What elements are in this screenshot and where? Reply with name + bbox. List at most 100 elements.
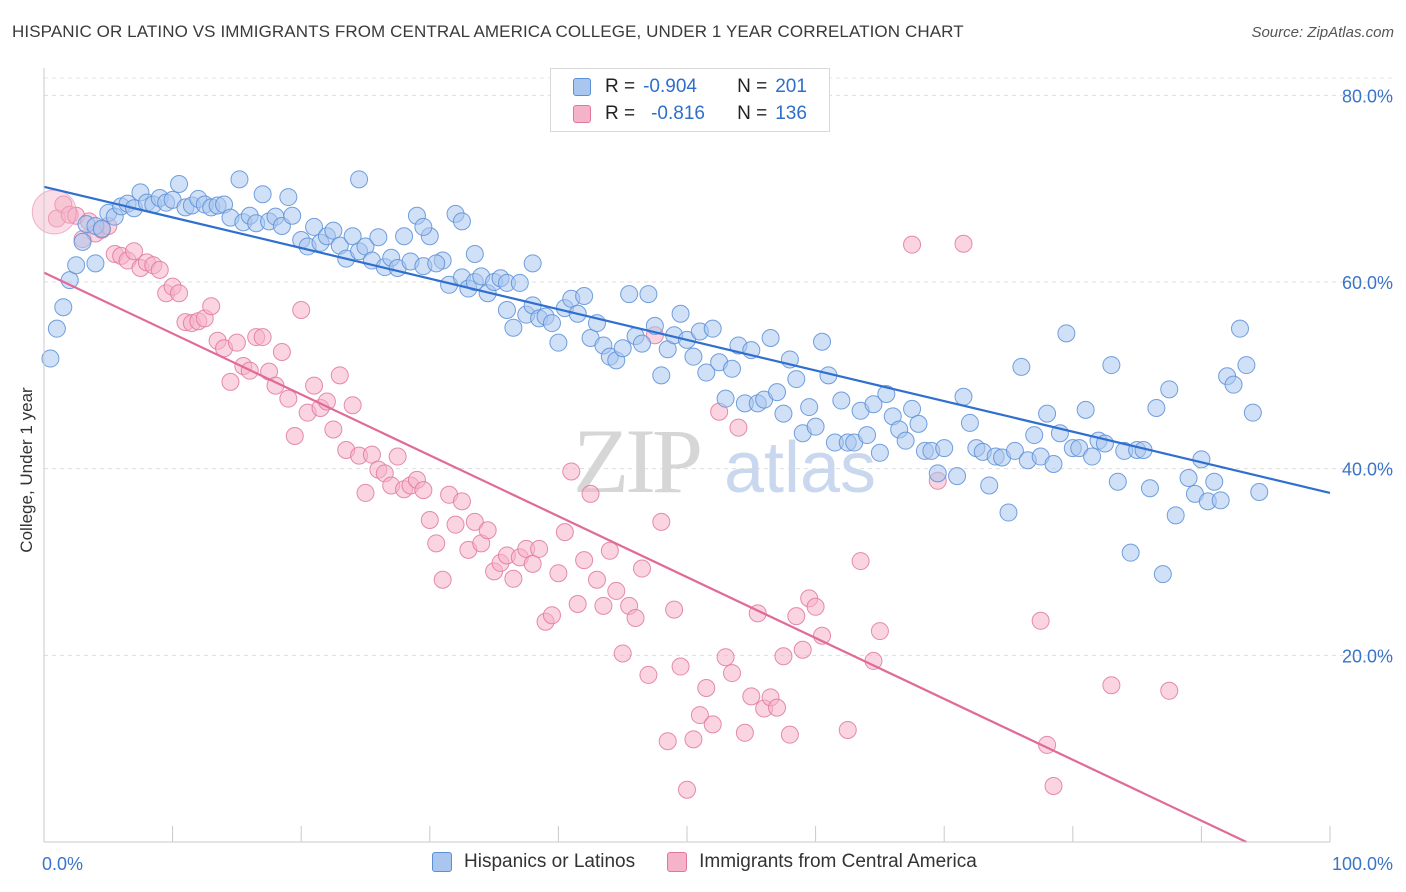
y-tick-label: 80.0% [1342,86,1393,106]
point-hispanics [542,314,561,333]
point-hispanics [999,503,1018,522]
point-immigrants [903,235,922,254]
point-hispanics [632,334,651,353]
point-hispanics [1044,455,1063,473]
point-immigrants [446,515,465,534]
point-hispanics [684,347,703,366]
point-immigrants [414,481,433,500]
point-immigrants [658,732,677,751]
point-hispanics [350,170,369,189]
point-hispanics [369,228,388,247]
point-hispanics [909,414,928,433]
point-hispanics [877,385,896,403]
point-hispanics [414,217,433,236]
point-hispanics [1121,543,1140,562]
point-immigrants [639,665,658,684]
point-hispanics [1179,469,1198,487]
point-immigrants [768,698,787,717]
point-immigrants [478,521,497,540]
point-hispanics [774,404,793,423]
point-immigrants [787,607,806,626]
point-hispanics [806,417,825,436]
point-hispanics [427,254,446,273]
legend-swatch-hispanics [432,852,452,872]
y-tick-label: 20.0% [1342,646,1393,666]
point-immigrants [420,511,439,529]
point-immigrants [504,569,523,588]
legend-item-hispanics[interactable]: Hispanics or Latinos [432,851,635,873]
point-hispanics [230,170,249,189]
point-hispanics [613,339,632,358]
point-immigrants [587,570,606,589]
point-hispanics [620,285,639,304]
point-immigrants [285,427,304,445]
point-hispanics [1237,356,1256,375]
point-immigrants [735,723,754,742]
r-label: R = [605,103,636,124]
point-hispanics [1012,357,1031,376]
point-hispanics [253,185,272,204]
point-hispanics [954,387,973,406]
point-hispanics [1230,319,1249,338]
point-hispanics [1250,483,1269,501]
point-hispanics [41,349,60,368]
point-immigrants [864,651,883,670]
point-hispanics [723,359,742,378]
point-hispanics [960,413,979,432]
point-hispanics [283,206,302,225]
point-hispanics [279,188,298,207]
point-immigrants [690,706,709,725]
point-immigrants [221,372,240,391]
point-immigrants [723,664,742,683]
r-label: R = [605,76,636,97]
point-immigrants [774,647,793,666]
x-tick-label: 100.0% [1332,854,1393,874]
x-tick-label: 0.0% [42,854,83,874]
point-immigrants [530,539,549,558]
point-immigrants [671,657,690,676]
n-label: N = [737,76,768,97]
point-immigrants [806,597,825,616]
point-hispanics [671,304,690,323]
point-hispanics [305,217,324,236]
point-immigrants [665,600,684,619]
point-immigrants [613,644,632,663]
point-hispanics [1140,479,1159,498]
point-immigrants [632,559,651,578]
point-immigrants [279,389,298,408]
point-immigrants [388,447,407,466]
legend-item-immigrants[interactable]: Immigrants from Central America [667,851,977,873]
point-immigrants [1031,611,1050,630]
point-hispanics [652,366,671,385]
point-immigrants [575,551,594,570]
point-hispanics [92,219,111,238]
point-immigrants [202,297,221,316]
point-hispanics [697,363,716,382]
point-immigrants [465,512,484,531]
point-immigrants [838,721,857,739]
point-immigrants [851,552,870,571]
point-hispanics [67,256,86,275]
point-hispanics [639,285,658,304]
n-value-immigrants: 136 [775,103,807,124]
point-immigrants [600,541,619,560]
y-tick-label: 40.0% [1342,460,1393,480]
point-immigrants [272,343,291,361]
point-immigrants [697,679,716,697]
trend-lines [43,185,1331,843]
series-immigrants-points [31,189,1179,799]
point-hispanics [903,399,922,418]
point-immigrants [305,376,324,395]
point-hispanics [935,439,954,458]
point-immigrants [452,492,471,511]
point-hispanics [787,370,806,389]
legend-row-immigrants: R = -0.816 N = 136 [573,102,807,126]
point-immigrants [607,581,626,600]
legend-row-hispanics: R = -0.904 N = 201 [573,75,807,99]
point-immigrants [1160,681,1179,700]
point-immigrants [227,333,246,352]
correlation-legend: R = -0.904 N = 201 R = -0.816 N = 136 [550,68,830,132]
point-hispanics [1108,472,1127,491]
source-label: Source: ZipAtlas.com [1251,24,1394,41]
point-hispanics [1025,426,1044,445]
